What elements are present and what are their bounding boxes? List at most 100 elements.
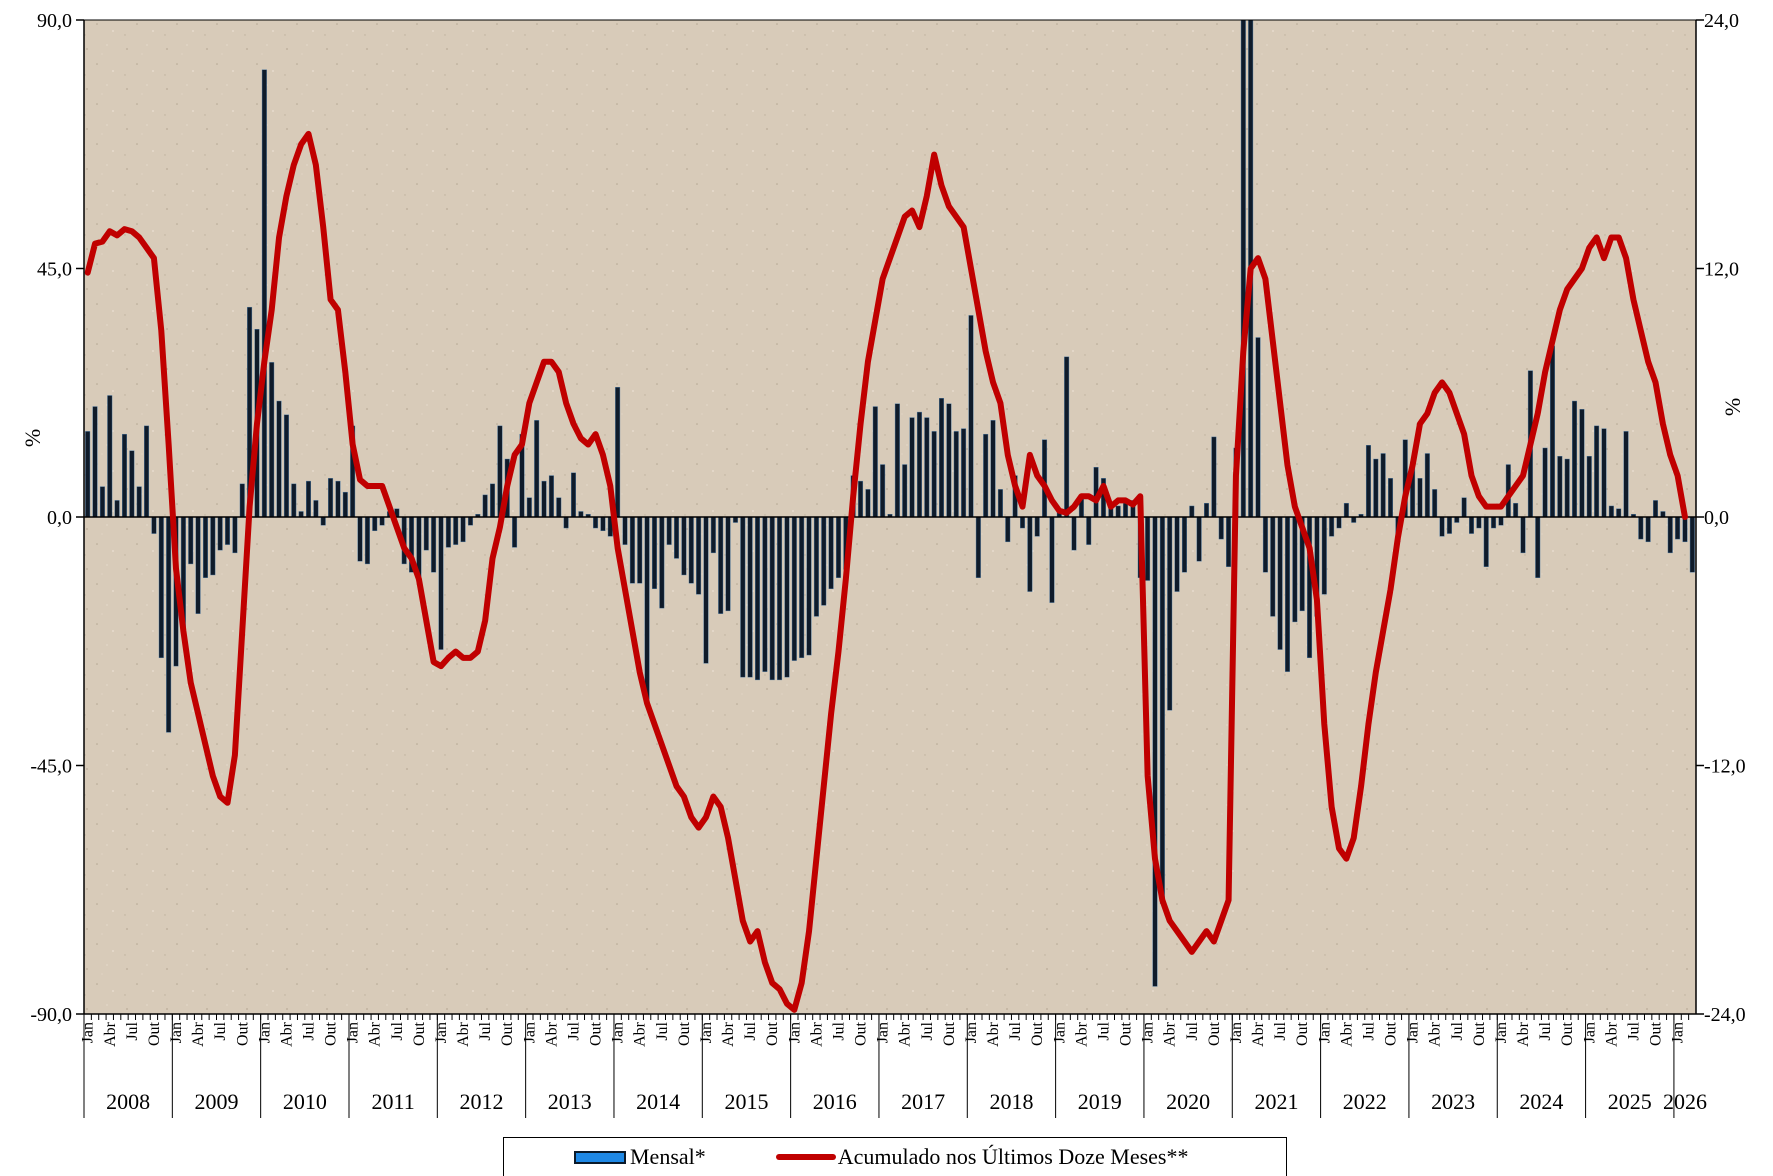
- bar-mensal: [313, 500, 319, 518]
- bar-mensal: [629, 516, 635, 584]
- left-tick-label: 90,0: [37, 10, 72, 32]
- month-label: Jan: [433, 1022, 450, 1043]
- bar-mensal: [548, 475, 554, 518]
- right-tick-label: -12,0: [1704, 756, 1746, 778]
- bar-mensal: [202, 516, 208, 578]
- bar-mensal: [571, 472, 576, 518]
- bar-mensal: [283, 414, 289, 518]
- bar-mensal: [1586, 456, 1592, 518]
- bar-mensal: [1181, 516, 1187, 573]
- bar-mensal: [681, 516, 687, 576]
- bar-mensal: [688, 516, 694, 584]
- year-label: 2010: [283, 1089, 327, 1114]
- month-label: Jul: [1537, 1021, 1554, 1040]
- month-label: Jul: [477, 1021, 494, 1040]
- month-label: Jul: [1007, 1021, 1024, 1040]
- month-label: Out: [1294, 1021, 1311, 1046]
- bar-mensal: [924, 417, 930, 518]
- month-label: Jan: [168, 1022, 185, 1043]
- bar-mensal: [1329, 516, 1335, 537]
- bar-mensal: [291, 483, 297, 518]
- bar-mensal: [92, 406, 98, 518]
- month-label: Out: [1559, 1021, 1576, 1046]
- month-label: Jul: [301, 1021, 318, 1040]
- legend-line-label: Acumulado nos Últimos Doze Meses**: [837, 1144, 1189, 1169]
- bar-mensal: [1616, 508, 1622, 518]
- month-label: Abr: [632, 1021, 649, 1047]
- axes-layer: 90,0 45,0 0,0 -45,0 -90,0 24,0 12,0 0,0 -12,0 -24…: [30, 10, 1746, 1118]
- bar-mensal: [136, 486, 142, 518]
- bar-mensal: [1424, 453, 1430, 518]
- bar-mensal: [1123, 502, 1129, 518]
- bar-mensal: [1638, 516, 1644, 540]
- bar-mensal: [335, 480, 341, 518]
- bar-mensal: [644, 516, 650, 700]
- bar-mensal: [1027, 516, 1033, 592]
- bar-mensal: [703, 516, 709, 664]
- month-label: Abr: [543, 1021, 560, 1047]
- month-label: Jul: [654, 1021, 671, 1040]
- bar-mensal: [1005, 516, 1011, 543]
- left-tick-label: -90,0: [30, 1004, 72, 1026]
- bar-mensal: [1373, 458, 1379, 518]
- right-tick-label: 0,0: [1704, 507, 1729, 529]
- bar-mensal: [755, 516, 760, 681]
- bar-mensal: [872, 406, 878, 518]
- bar-mensal: [1270, 516, 1276, 617]
- bar-mensal: [1653, 500, 1658, 518]
- bar-mensal: [512, 516, 518, 548]
- bar-mensal: [357, 516, 363, 562]
- month-label: Jul: [1095, 1021, 1112, 1040]
- month-label: Out: [1029, 1021, 1046, 1046]
- month-label: Jul: [212, 1021, 229, 1040]
- month-label: Jan: [1581, 1022, 1598, 1043]
- month-label: Jul: [565, 1021, 582, 1040]
- month-label: Out: [234, 1021, 251, 1046]
- month-label: Jan: [1493, 1022, 1510, 1043]
- bar-mensal: [740, 516, 746, 678]
- bar-mensal: [1682, 516, 1688, 543]
- bar-mensal: [556, 497, 562, 518]
- right-tick-label: 24,0: [1704, 10, 1739, 32]
- month-label: Jan: [345, 1022, 362, 1043]
- month-label: Out: [1206, 1021, 1223, 1046]
- bar-mensal: [777, 516, 783, 681]
- bar-mensal: [909, 417, 915, 518]
- legend-item-bar: Mensal*: [574, 1144, 706, 1170]
- left-tick-label: -45,0: [30, 756, 72, 778]
- month-label: Jan: [786, 1022, 803, 1043]
- bar-mensal: [1572, 400, 1578, 518]
- month-label: Out: [1471, 1021, 1488, 1046]
- month-label: Abr: [1073, 1021, 1090, 1047]
- bar-mensal: [666, 516, 672, 545]
- year-label: 2017: [901, 1089, 945, 1114]
- bar-mensal: [99, 486, 105, 518]
- line-layer: [84, 130, 1688, 1013]
- bar-mensal: [968, 315, 974, 518]
- month-label: Out: [323, 1021, 340, 1046]
- y-axis-left-label: %: [20, 429, 45, 447]
- month-label: Jan: [1316, 1022, 1333, 1043]
- legend-swatch-line: [775, 1154, 836, 1160]
- y-axis-right-label: %: [1720, 398, 1745, 416]
- left-tick-label: 0,0: [47, 507, 72, 529]
- bar-mensal: [364, 516, 370, 565]
- bar-mensal: [828, 516, 834, 589]
- month-label: Abr: [1338, 1021, 1355, 1047]
- month-label: Jan: [875, 1022, 892, 1043]
- year-label: 2023: [1431, 1089, 1475, 1114]
- bar-mensal: [1351, 516, 1357, 523]
- month-label: Abr: [102, 1021, 119, 1047]
- year-label: 2015: [724, 1089, 768, 1114]
- month-label: Abr: [720, 1021, 737, 1047]
- bar-mensal: [1564, 458, 1570, 518]
- bar-mensal: [453, 516, 459, 545]
- legend-swatch-bar: [574, 1150, 626, 1164]
- bar-mensal: [306, 480, 311, 518]
- month-label: Jan: [1228, 1022, 1245, 1043]
- bar-mensal: [1535, 516, 1541, 578]
- bar-mensal: [1277, 516, 1283, 650]
- bar-mensal: [423, 516, 429, 551]
- bar-mensal: [1049, 516, 1055, 603]
